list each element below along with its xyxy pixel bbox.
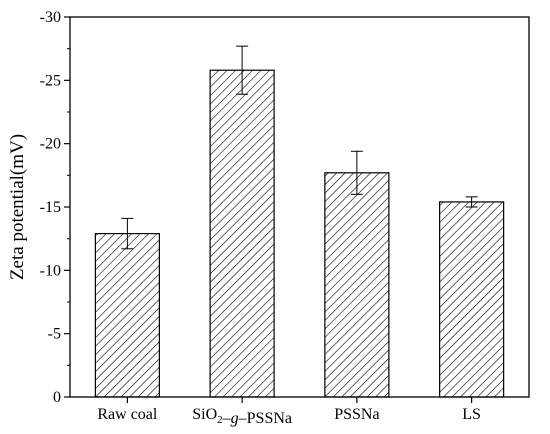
y-tick-label-3: -15 (40, 199, 61, 216)
y-tick-label-0: 0 (53, 389, 61, 406)
plot-area: Raw coal SiO2–g–PSSNa PSSNa LS 0 -5 -10 -15 -20 -… (40, 9, 530, 427)
y-tick-label-1: -5 (48, 326, 61, 343)
plot-frame (69, 16, 530, 398)
bar-3 (439, 201, 505, 398)
bar-0 (94, 233, 160, 398)
x-tick-label-3: LS (462, 406, 481, 423)
y-axis-title: Zeta potential(mV) (7, 134, 28, 280)
y-tick-label-2: -10 (40, 262, 61, 279)
y-tick-label-6: -30 (40, 9, 61, 26)
x-tick-label-1: SiO2–g–PSSNa (192, 406, 292, 427)
x-tick-label-0: Raw coal (97, 406, 158, 423)
y-tick-label-4: -20 (40, 136, 61, 153)
y-tick-label-5: -25 (40, 72, 61, 89)
bar-2 (324, 172, 390, 398)
bar-1 (209, 69, 275, 398)
x-tick-label-2: PSSNa (334, 406, 379, 423)
